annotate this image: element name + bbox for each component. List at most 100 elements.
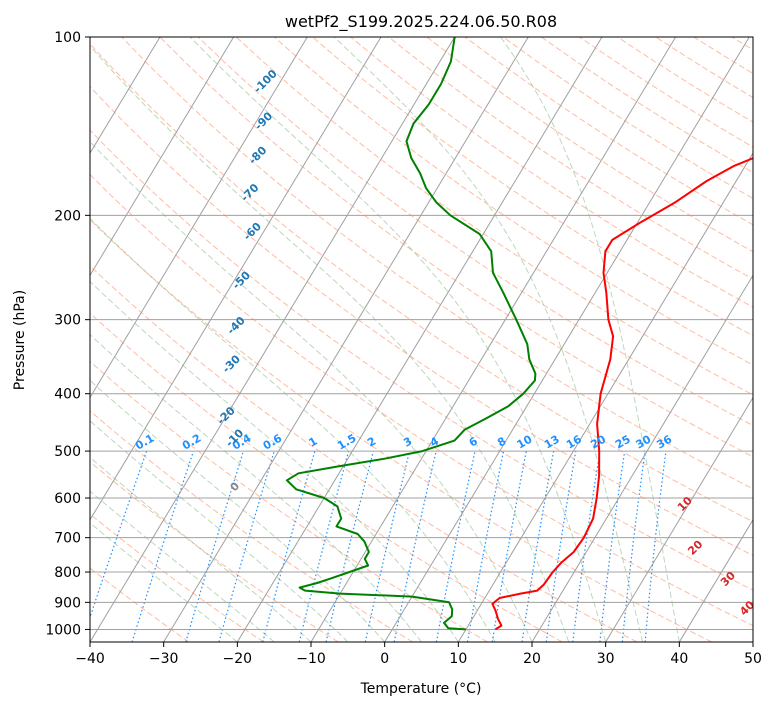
mixing-ratio-line (545, 450, 577, 642)
dry-adiabat (159, 37, 753, 458)
x-tick-label: 10 (449, 651, 467, 667)
mixing-ratio-label: 16 (564, 432, 584, 451)
y-tick-label: 600 (54, 491, 81, 507)
moist-adiabat (500, 37, 680, 642)
mixing-ratio-label: 10 (515, 432, 535, 451)
y-tick-label: 200 (54, 208, 81, 224)
moist-adiabat-label: -70 (238, 181, 261, 204)
mixing-ratio-line (572, 451, 601, 642)
grid-layer (0, 37, 753, 642)
isotherm-line (90, 37, 456, 642)
dry-adiabat (464, 37, 753, 226)
dry-adiabat (90, 265, 638, 642)
moist-adiabat (90, 490, 275, 642)
moist-adiabat-label: 0 (228, 479, 243, 494)
moist-adiabat-label: -100 (251, 67, 280, 96)
isotherm-line (0, 37, 13, 642)
mixing-ratio-line (298, 450, 350, 642)
moist-adiabat (90, 333, 422, 642)
y-axis: 100 200 300 400 500 600 700 800 900 1000 (45, 30, 90, 638)
y-tick-label: 700 (54, 531, 81, 547)
x-tick-label: 20 (523, 651, 541, 667)
moist-adiabat (90, 140, 533, 642)
mixing-ratio-line (644, 451, 667, 642)
isotherm-line (678, 518, 753, 642)
mixing-ratio-label: 25 (613, 433, 633, 452)
dry-adiabat (90, 360, 488, 642)
mixing-ratio-label: 2 (365, 435, 378, 450)
moist-adiabat-label: -80 (246, 144, 269, 167)
dry-adiabat (90, 43, 753, 523)
moist-adiabat (90, 522, 238, 642)
moist-adiabat (90, 379, 386, 642)
moist-adiabat-label: -60 (241, 220, 264, 243)
mixing-ratio-label: 13 (542, 433, 562, 452)
isotherm-line (90, 37, 161, 155)
isotherm-line (163, 37, 529, 642)
x-tick-label: −30 (149, 651, 179, 667)
isotherm-line (90, 37, 308, 399)
dry-adiabat (90, 461, 339, 642)
mixing-ratio-line (262, 450, 316, 642)
mixing-ratio-label: 4 (428, 434, 441, 449)
isotherm-line (384, 37, 750, 642)
moist-adiabat-label: -50 (230, 269, 253, 292)
dry-adiabat-label: 20 (685, 537, 705, 557)
y-tick-label: 1000 (45, 622, 81, 638)
mixing-ratio-line (599, 451, 626, 642)
dry-adiabat (90, 410, 414, 642)
dry-adiabat (90, 567, 190, 642)
dry-adiabat (655, 37, 753, 99)
y-tick-label: 800 (54, 565, 81, 581)
mixing-ratio-line (131, 450, 194, 642)
moist-adiabat-label: -90 (252, 109, 275, 132)
isotherm-line (90, 37, 382, 521)
mixing-ratio-line (621, 451, 646, 642)
y-tick-label: 900 (54, 595, 81, 611)
isotherm-line (531, 274, 753, 642)
moist-adiabat-label: -40 (225, 314, 248, 337)
dry-adiabat (426, 37, 753, 253)
isotherm-line (90, 37, 235, 277)
dry-adiabat (90, 312, 563, 642)
dry-adiabat (541, 37, 753, 174)
mixing-ratio-label: 6 (467, 434, 480, 449)
dry-adiabat (90, 129, 753, 591)
dewpoint-profile-line (285, 37, 537, 631)
isotherm-line (310, 37, 677, 642)
mixing-ratio-line (393, 450, 437, 642)
x-tick-label: −20 (223, 651, 253, 667)
y-tick-label: 400 (54, 387, 81, 403)
moist-adiabat (90, 420, 349, 642)
mixing-ratio-line (185, 450, 244, 642)
mixing-ratio-label: 8 (495, 435, 508, 450)
dry-adiabat (388, 37, 753, 280)
isotherm-line (605, 396, 753, 642)
mixing-ratio-label: 30 (634, 432, 654, 451)
mixing-ratio-label: 36 (654, 432, 674, 451)
moist-adiabat (333, 37, 643, 642)
mixing-ratio-label: 0.6 (261, 431, 285, 452)
isotherm-line (752, 641, 753, 642)
x-tick-label: 50 (744, 651, 762, 667)
dry-adiabat (90, 513, 264, 642)
isotherm-line (236, 37, 603, 642)
dry-adiabat-label: 40 (737, 598, 757, 618)
dry-adiabat (273, 37, 753, 366)
dry-adiabat (90, 86, 753, 557)
chart-title: wetPf2_S199.2025.224.06.50.R08 (285, 12, 557, 32)
x-tick-label: 40 (670, 651, 688, 667)
moist-adiabat (90, 280, 459, 642)
temperature-profile-line (491, 157, 753, 631)
mixing-ratio-label: 20 (588, 432, 608, 451)
dry-adiabat (121, 37, 753, 490)
moist-adiabat-label: -30 (220, 352, 243, 375)
mixing-ratio-label: 1.5 (335, 432, 358, 453)
y-axis-label: Pressure (hPa) (12, 290, 28, 390)
mixing-ratio-line (364, 450, 411, 642)
data-layer (285, 37, 753, 631)
y-tick-label: 500 (54, 444, 81, 460)
moist-adiabat (90, 217, 496, 642)
mixing-ratio-line (325, 450, 374, 642)
